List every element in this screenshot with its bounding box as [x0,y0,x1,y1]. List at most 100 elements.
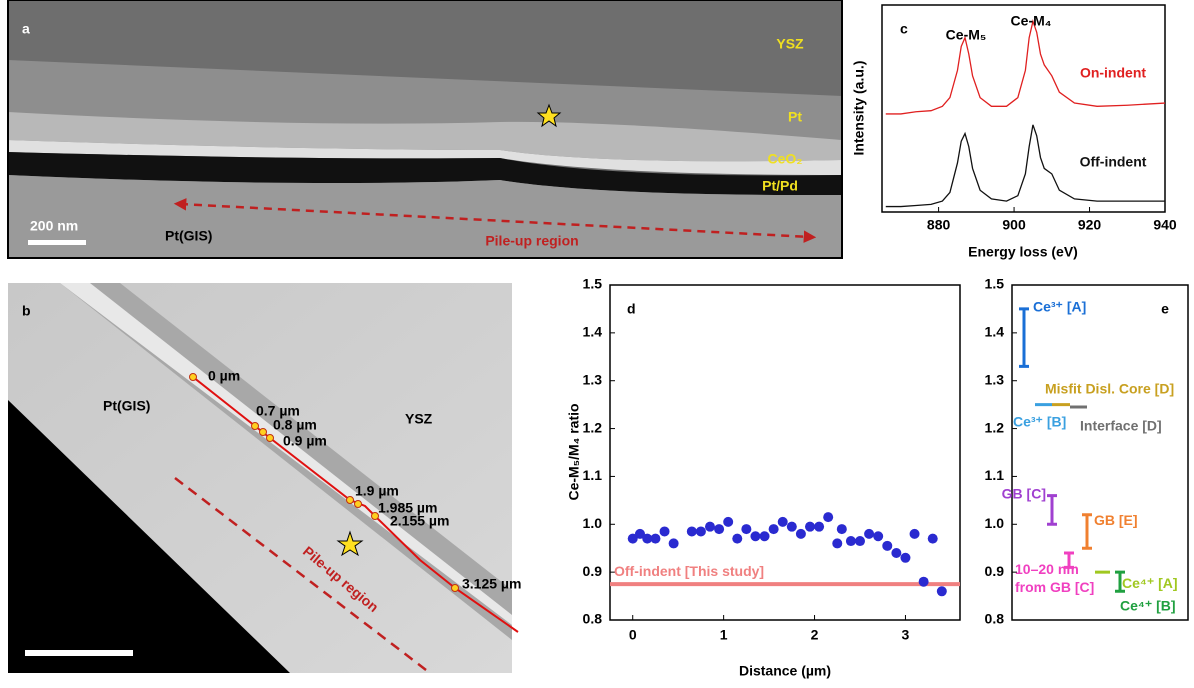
data-point [723,516,734,527]
data-point [750,531,761,542]
layer-label: Pt/Pd [762,178,798,194]
range-label: Ce³⁺ [A] [1033,298,1086,314]
range-label: Ce⁴⁺ [B] [1120,597,1176,613]
range-label: from GB [C] [1015,579,1094,595]
data-point [668,538,679,549]
y-tick-label: 1.4 [583,324,603,340]
point-marker [354,500,362,508]
y-tick-label: 1.0 [583,515,603,531]
range-label: 10–20 nm [1015,561,1079,577]
point-label: 0.7 µm [256,403,300,419]
y-axis-label: Ce-M₅/M₄ ratio [566,403,582,500]
layer-label: YSZ [405,411,433,427]
data-point [909,528,920,539]
point-marker [266,434,274,442]
y-axis-label: Intensity (a.u.) [851,61,867,156]
reference-label: Off-indent [This study] [614,563,764,579]
range-mark [1115,570,1125,593]
annotation: Ce-M₅ [946,27,987,43]
micrograph-a [7,0,843,259]
data-point [805,521,815,532]
data-point [759,531,770,542]
data-point [936,586,947,597]
panel-letter: c [900,21,908,37]
range-mark [1019,307,1029,368]
data-point [732,533,743,544]
range-mark [1047,494,1057,526]
range-label: Interface [D] [1080,418,1162,434]
spectrum-line [885,18,1166,115]
legend-entry: On-indent [1080,65,1146,81]
range-label: Ce³⁺ [B] [1013,413,1066,429]
y-tick-label: 0.9 [985,563,1005,579]
data-point [855,536,865,547]
data-point [918,576,929,587]
plot-frame [1011,284,1189,621]
range-mark [1082,513,1092,550]
data-point [882,540,893,551]
point-label: 1.985 µm [378,500,437,516]
layer-label: Pt [788,109,802,125]
range-label: GB [C] [1002,486,1046,502]
x-tick-label: 880 [927,217,951,233]
range-label: Misfit Disl. Core [D] [1045,380,1174,396]
region-label: Pile-up region [485,233,578,249]
scale-bar-label: 200 nm [30,218,78,234]
data-point [642,533,653,544]
y-tick-label: 1.3 [583,371,603,387]
data-point [714,524,725,535]
range-label: Ce⁴⁺ [A] [1122,575,1178,591]
y-tick-label: 0.9 [583,563,603,579]
x-tick-label: 900 [1002,217,1026,233]
y-tick-label: 1.0 [985,515,1005,531]
point-label: 0.8 µm [273,417,317,433]
data-point [927,533,938,544]
data-point [686,526,697,537]
data-point [823,512,834,523]
point-marker [251,422,259,430]
panel-letter: b [22,303,31,319]
data-point [873,531,884,542]
data-point [768,524,779,535]
data-point [705,521,715,532]
point-marker [346,496,354,504]
x-axis-label: Energy loss (eV) [968,244,1078,260]
point-label: 1.9 µm [355,483,399,499]
layer-label: CeO₂ [767,151,802,167]
data-point [795,528,806,539]
micrograph-b [8,283,519,674]
layer-label: Pt(GIS) [165,228,212,244]
y-tick-label: 1.3 [985,371,1005,387]
plot-frame [881,4,1166,213]
data-point [659,526,670,537]
scale-bar-label: 500 nm [25,623,73,639]
data-point [627,533,638,544]
y-tick-label: 1.4 [985,324,1005,340]
panel-letter: d [627,301,636,317]
data-point [832,538,843,549]
panel-letter: a [22,21,30,37]
point-marker [189,373,197,381]
data-point [777,516,788,527]
point-marker [259,428,267,436]
data-point [891,548,902,558]
y-tick-label: 1.2 [985,419,1005,435]
point-label: 2.155 µm [390,513,449,529]
data-point [845,536,856,547]
data-point [695,526,706,537]
spectrum-line [885,124,1165,208]
y-tick-label: 1.1 [583,467,603,483]
data-point [864,528,875,539]
data-point [650,533,661,544]
y-tick-label: 1.2 [583,419,603,435]
data-point [900,552,911,563]
point-marker [451,584,459,592]
y-tick-label: 0.8 [985,611,1005,627]
point-label: 0.9 µm [283,433,327,449]
data-point [635,528,645,539]
y-tick-label: 1.5 [583,276,603,292]
range-label: GB [E] [1094,512,1138,528]
data-point [786,521,797,532]
panel-letter: e [1161,301,1169,317]
x-tick-label: 2 [811,627,819,643]
